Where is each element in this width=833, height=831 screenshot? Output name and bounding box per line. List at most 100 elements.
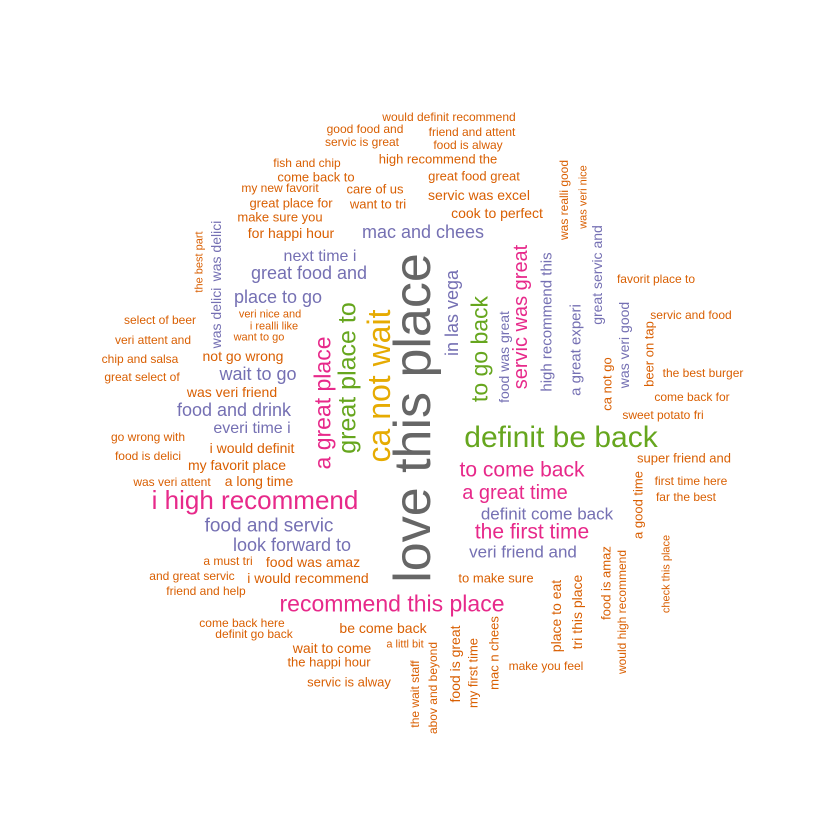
word-to-come-back: to come back <box>459 458 585 482</box>
word-chip-and-salsa: chip and salsa <box>101 352 179 366</box>
word-servic-is-great: servic is great <box>324 135 400 149</box>
word-come-back-here: come back here <box>199 616 285 630</box>
word-care-of-us: care of us <box>346 181 404 197</box>
word-my-first-time: my first time <box>465 637 481 709</box>
word-for-happi-hour: for happi hour <box>247 225 335 241</box>
word-veri-nice-and: veri nice and <box>238 308 302 321</box>
word-servic-was-excel: servic was excel <box>428 187 530 203</box>
word-want-to-go: want to go <box>233 331 285 344</box>
word-great-select-of: great select of <box>104 370 180 384</box>
word-mac-n-chees: mac n chees <box>486 616 502 690</box>
word-place-to-eat: place to eat <box>548 579 564 653</box>
word-food-is-alway: food is alway <box>433 138 503 152</box>
word-the-wait-staff: the wait staff <box>408 660 422 728</box>
word-a-littl-bit: a littl bit <box>386 638 424 651</box>
word-wait-to-come: wait to come <box>292 640 372 656</box>
word-definit-go-back: definit go back <box>215 627 293 641</box>
word-the-first-time: the first time <box>474 520 590 544</box>
word-be-come-back: be come back <box>339 620 427 636</box>
word-veri-attent-and: veri attent and <box>114 333 192 347</box>
word-high-recommend-this: high recommend this <box>538 252 556 392</box>
word-check-this-place: check this place <box>660 534 673 614</box>
word-next-time-i: next time i <box>283 248 357 265</box>
word-cook-to-perfect: cook to perfect <box>451 205 543 221</box>
word-was-veri-attent: was veri attent <box>133 475 211 489</box>
word-look-forward-to: look forward to <box>232 535 352 555</box>
word-tri-this-place: tri this place <box>569 574 585 650</box>
word-friend-and-help: friend and help <box>166 584 246 598</box>
word-fish-and-chip: fish and chip <box>273 156 341 170</box>
word-my-new-favorit: my new favorit <box>241 181 319 195</box>
word-my-favorit-place: my favorit place <box>187 457 287 473</box>
word-high-recommend-the: high recommend the <box>378 151 498 167</box>
word-good-food-and: good food and <box>326 122 404 136</box>
word-place-to-go: place to go <box>233 287 323 307</box>
word-the-best-burger: the best burger <box>662 366 744 380</box>
word-food-was-great: food was great <box>496 311 512 403</box>
word-a-good-time: a good time <box>630 471 646 539</box>
word-was-veri-good: was veri good <box>616 301 632 389</box>
word-to-make-sure: to make sure <box>458 570 534 586</box>
word-come-back-to: come back to <box>277 169 355 185</box>
word-mac-and-chees: mac and chees <box>361 222 485 242</box>
word-in-las-vega: in las vega <box>442 269 462 357</box>
word-make-you-feel: make you feel <box>508 659 584 673</box>
word-definit-come-back: definit come back <box>480 504 614 524</box>
word-great-place-for: great place for <box>249 195 333 211</box>
word-servic-was-great: servic was great <box>510 244 532 390</box>
word-the-happi-hour: the happi hour <box>287 654 371 670</box>
word-food-is-great: food is great <box>447 625 463 703</box>
word-great-food-great: great food great <box>428 168 520 184</box>
word-i-high-recommend: i high recommend <box>151 485 359 515</box>
word-go-wrong-with: go wrong with <box>110 430 186 444</box>
word-would-high-recommend: would high recommend <box>615 549 629 675</box>
word-was-veri-friend: was veri friend <box>186 384 278 400</box>
word-a-great-experi: a great experi <box>567 304 585 396</box>
word-recommend-this-place: recommend this place <box>279 590 505 617</box>
word-friend-and-attent: friend and attent <box>428 125 516 139</box>
word-the-best-part: the best part <box>193 231 206 293</box>
word-a-must-tri: a must tri <box>203 554 253 568</box>
word-super-friend-and: super friend and <box>637 450 731 466</box>
word-and-great-servic: and great servic <box>149 569 235 583</box>
word-beer-on-tap: beer on tap <box>641 321 657 387</box>
word-ca-not-go: ca not go <box>599 357 615 411</box>
word-a-great-time: a great time <box>462 482 568 504</box>
word-food-was-delici: was delici <box>208 287 224 349</box>
word-great-place-to: great place to <box>333 302 362 454</box>
word-come-back-for: come back for <box>654 390 730 404</box>
word-food-was-amaz: food was amaz <box>265 554 361 570</box>
word-far-the-best: far the best <box>655 490 717 504</box>
word-a-great-place: a great place <box>309 336 336 470</box>
word-want-to-tri: want to tri <box>349 196 407 212</box>
word-wait-to-go: wait to go <box>219 364 297 384</box>
word-everi-time-i: everi time i <box>213 420 291 437</box>
word-i-realli-like: i realli like <box>249 320 299 333</box>
word-favorit-place-to: favorit place to <box>616 272 696 286</box>
word-first-time-here: first time here <box>654 474 728 488</box>
word-sweet-potato-fri: sweet potato fri <box>622 408 704 422</box>
word-was-delici: was delici <box>208 220 224 282</box>
word-servic-and-food: servic and food <box>650 308 732 322</box>
word-food-is-amaz: food is amaz <box>598 546 614 620</box>
word-i-would-definit: i would definit <box>209 440 295 456</box>
word-make-sure-you: make sure you <box>237 209 323 225</box>
word-food-and-servic: food and servic <box>204 515 334 537</box>
word-veri-friend-and: veri friend and <box>469 542 577 562</box>
word-ca-not-wait: ca not wait <box>361 309 397 463</box>
word-would-definit-recommend: would definit recommend <box>382 110 516 124</box>
word-servic-is-alway: servic is alway <box>307 674 391 690</box>
word-was-veri-nice: was veri nice <box>577 165 590 229</box>
word-food-and-drink: food and drink <box>176 400 292 420</box>
word-a-long-time: a long time <box>224 473 294 489</box>
word-definit-be-back: definit be back <box>464 421 658 454</box>
word-to-go-back: to go back <box>466 295 493 403</box>
word-abov-and-beyond: abov and beyond <box>426 641 440 735</box>
word-was-realli-good: was realli good <box>557 159 571 241</box>
word-food-is-delici: food is delici <box>114 449 182 463</box>
word-great-servic-and: great servic and <box>589 225 605 325</box>
word-i-would-recommend: i would recommend <box>247 570 369 586</box>
word-select-of-beer: select of beer <box>123 313 197 327</box>
word-not-go-wrong: not go wrong <box>202 348 284 364</box>
